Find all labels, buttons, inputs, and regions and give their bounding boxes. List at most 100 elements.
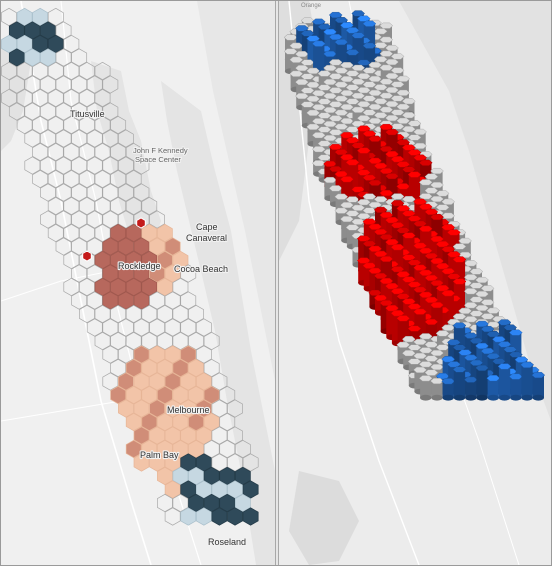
hexbin-not-significant[interactable] — [133, 210, 150, 229]
hexbin-hot-spot[interactable] — [133, 426, 150, 445]
hexbin-not-significant[interactable] — [55, 21, 72, 40]
hexbin-hot-spot[interactable] — [157, 412, 173, 432]
hexbin-not-significant[interactable] — [102, 210, 119, 229]
hexbin-not-significant[interactable] — [118, 156, 134, 175]
hexbin-hot-spot[interactable] — [133, 264, 150, 283]
hexbin-not-significant[interactable] — [71, 48, 88, 67]
hexbin-not-significant[interactable] — [157, 304, 173, 324]
hexbin-hot-spot[interactable] — [141, 412, 158, 432]
hexbin-not-significant[interactable] — [55, 210, 72, 229]
hexbin-hot-spot[interactable] — [188, 412, 204, 432]
hexbin-not-significant[interactable] — [149, 291, 165, 310]
hexbin-not-significant[interactable] — [211, 453, 228, 472]
hexbin-hot-spot[interactable] — [164, 345, 181, 364]
hexbin-not-significant[interactable] — [16, 115, 33, 135]
hexbin-not-significant[interactable] — [40, 210, 56, 229]
hexbin-cold-spot[interactable] — [227, 480, 243, 499]
hexbin-not-significant[interactable] — [47, 142, 64, 162]
hexbin-not-significant[interactable] — [63, 115, 80, 135]
hexbin-not-significant[interactable] — [47, 61, 64, 81]
hexbin-cold-spot[interactable] — [227, 507, 243, 526]
column-cold-spot[interactable] — [452, 366, 467, 401]
hexbin-cold-spot[interactable] — [195, 480, 212, 499]
hexbin-not-significant[interactable] — [16, 88, 33, 108]
hexbin-hot-spot[interactable] — [172, 385, 189, 405]
hexbin-not-significant[interactable] — [47, 7, 64, 27]
column-cold-spot[interactable] — [441, 378, 456, 401]
hexbin-hot-spot[interactable] — [164, 264, 181, 283]
hexbin-hot-spot[interactable] — [141, 277, 158, 297]
hexbin-not-significant[interactable] — [180, 318, 197, 337]
hexbin-not-significant[interactable] — [102, 372, 119, 391]
column-cold-spot[interactable] — [531, 372, 546, 401]
hexbin-not-significant[interactable] — [63, 34, 80, 54]
hexbin-hot-spot[interactable] — [110, 250, 127, 270]
hexbin-not-significant[interactable] — [63, 196, 80, 216]
hexbin-not-significant[interactable] — [86, 264, 103, 283]
hexbin-hot-spot[interactable] — [149, 426, 165, 445]
hexbin-not-significant[interactable] — [242, 453, 259, 472]
hexbin-hot-spot[interactable] — [94, 250, 111, 270]
hexbin-not-significant[interactable] — [227, 426, 243, 445]
hexbin-not-significant[interactable] — [79, 88, 95, 108]
hexbin-hot-spot[interactable] — [125, 250, 142, 270]
hexbin-hot-spot[interactable] — [149, 264, 165, 283]
hexbin-not-significant[interactable] — [32, 142, 49, 162]
hexbin-not-significant[interactable] — [141, 196, 158, 216]
hexbin-not-significant[interactable] — [125, 331, 142, 351]
hexbin-hot-spot[interactable] — [203, 385, 220, 405]
hexbin-hot-spot[interactable] — [164, 453, 181, 472]
hexbin-hot-spot[interactable] — [133, 345, 150, 364]
hexbin-not-significant[interactable] — [94, 115, 111, 135]
hexbin-not-significant[interactable] — [24, 156, 41, 175]
hexbin-not-significant[interactable] — [79, 223, 95, 243]
hexbin-not-significant[interactable] — [157, 493, 173, 513]
hexbin-hot-spot[interactable] — [125, 412, 142, 432]
hexbin-not-significant[interactable] — [110, 304, 127, 324]
hexbin-not-significant[interactable] — [79, 304, 95, 324]
hexbin-not-significant[interactable] — [71, 183, 88, 202]
hexbin-not-significant[interactable] — [203, 439, 220, 459]
hexbin-not-significant[interactable] — [118, 210, 134, 229]
hexbin-cold-spot[interactable] — [40, 48, 56, 67]
hexbin-not-significant[interactable] — [1, 61, 17, 81]
hexbin-not-significant[interactable] — [195, 345, 212, 364]
hexbin-cold-spot[interactable] — [242, 480, 259, 499]
hotspot-2d-map[interactable]: Titusville John F Kennedy Space Center C… — [1, 1, 275, 565]
hexbin-hot-spot[interactable] — [149, 237, 165, 256]
hexbin-not-significant[interactable] — [86, 129, 103, 148]
hexbin-not-significant[interactable] — [86, 291, 103, 310]
hexbin-not-significant[interactable] — [71, 264, 88, 283]
hexbin-hot-spot[interactable] — [164, 372, 181, 391]
hexbin-cold-spot[interactable] — [188, 466, 204, 486]
hexbin-not-significant[interactable] — [118, 318, 134, 337]
hexbin-not-significant[interactable] — [63, 61, 80, 81]
hexbin-not-significant[interactable] — [24, 102, 41, 121]
hexbin-intense-hot-spot[interactable] — [82, 250, 92, 262]
hexbin-not-significant[interactable] — [102, 183, 119, 202]
hexbin-not-significant[interactable] — [1, 7, 17, 27]
hexbin-cold-spot[interactable] — [180, 480, 197, 499]
hexbin-cold-spot[interactable] — [211, 507, 228, 526]
hexbin-not-significant[interactable] — [125, 169, 142, 189]
hexbin-not-significant[interactable] — [71, 291, 88, 310]
hexbin-not-significant[interactable] — [149, 210, 165, 229]
hexbin-hot-spot[interactable] — [188, 439, 204, 459]
hexbin-not-significant[interactable] — [47, 196, 64, 216]
hexbin-not-significant[interactable] — [141, 331, 158, 351]
hexbin-hot-spot[interactable] — [195, 426, 212, 445]
column-cold-spot[interactable] — [486, 375, 501, 401]
hexbin-hot-spot[interactable] — [149, 453, 165, 472]
hexbin-hot-spot[interactable] — [203, 412, 220, 432]
hexbin-intense-hot-spot[interactable] — [136, 217, 146, 229]
hexbin-not-significant[interactable] — [79, 142, 95, 162]
hexbin-not-significant[interactable] — [102, 345, 119, 364]
hexbin-hot-spot[interactable] — [149, 372, 165, 391]
hexbin-not-significant[interactable] — [172, 277, 189, 297]
hexbin-not-significant[interactable] — [55, 102, 72, 121]
hexbin-not-significant[interactable] — [164, 507, 181, 526]
hexbin-not-significant[interactable] — [86, 183, 103, 202]
hexbin-hot-spot[interactable] — [118, 399, 134, 418]
hexbin-hot-spot[interactable] — [141, 385, 158, 405]
hexbin-hot-spot[interactable] — [157, 439, 173, 459]
